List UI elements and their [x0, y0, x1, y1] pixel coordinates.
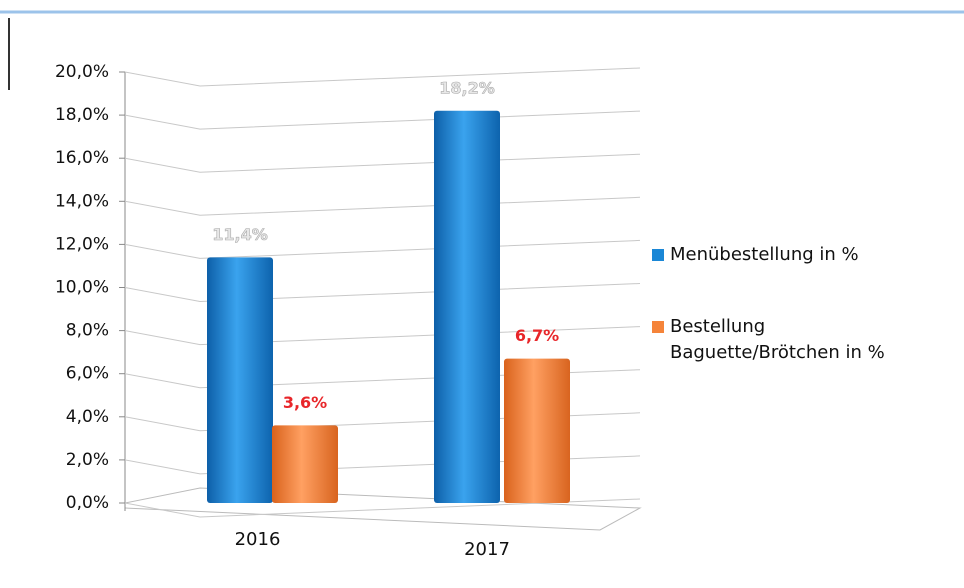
grid-line — [124, 283, 641, 303]
y-tick-label: 12,0% — [55, 234, 109, 254]
y-tick-label: 6,0% — [66, 364, 109, 384]
legend-entry: Menübestellung in % — [652, 242, 902, 268]
y-tick-label: 4,0% — [66, 407, 109, 427]
floor — [124, 487, 642, 531]
y-tick-label: 0,0% — [66, 493, 109, 513]
bar — [504, 358, 570, 503]
x-tick-label: 2016 — [235, 529, 281, 550]
bar — [272, 425, 338, 503]
legend-swatch — [652, 249, 664, 261]
grid-line — [124, 153, 641, 173]
y-tick-label: 14,0% — [55, 191, 109, 211]
y-tick-label: 20,0% — [55, 62, 109, 82]
legend-swatch — [652, 321, 664, 333]
grid-line — [124, 498, 641, 518]
legend-entry: Bestellung Baguette/Brötchen in % — [652, 314, 902, 366]
grid-line — [124, 326, 641, 346]
value-label: 3,6% — [283, 393, 327, 412]
bar — [434, 110, 500, 503]
y-tick-label: 2,0% — [66, 450, 109, 470]
y-tick-label: 16,0% — [55, 148, 109, 168]
value-label: 18,2% — [439, 78, 495, 97]
legend-label: Bestellung Baguette/Brötchen in % — [670, 316, 885, 363]
value-label: 6,7% — [515, 326, 559, 345]
value-label: 11,4% — [212, 225, 268, 244]
grid-line — [124, 239, 641, 259]
bar — [207, 257, 273, 503]
grid-line — [124, 196, 641, 216]
x-tick-label: 2017 — [464, 539, 510, 560]
y-tick-label: 10,0% — [55, 278, 109, 298]
legend-label: Menübestellung in % — [670, 244, 859, 265]
grid-line — [124, 110, 641, 130]
y-tick-label: 18,0% — [55, 105, 109, 125]
y-tick-label: 8,0% — [66, 321, 109, 341]
grid-line — [124, 67, 641, 87]
